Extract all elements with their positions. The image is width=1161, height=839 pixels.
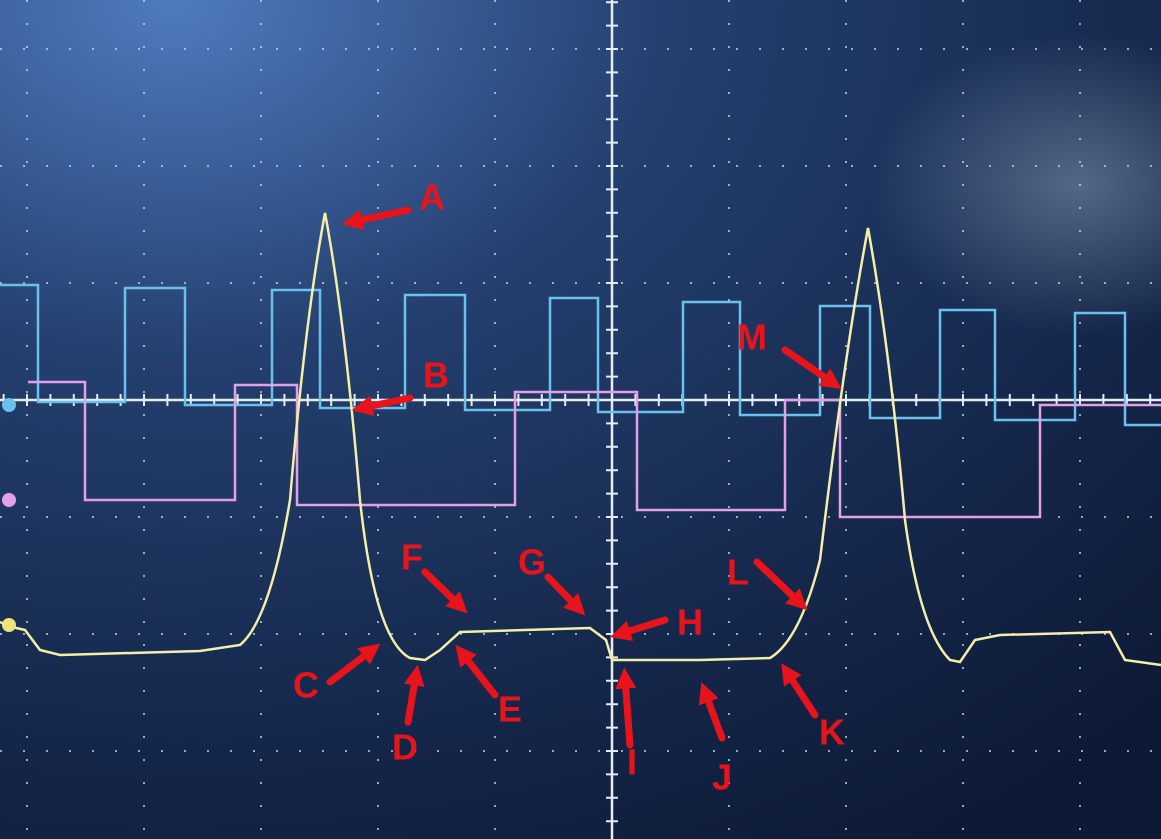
- annotation-label: B: [423, 355, 449, 396]
- annotation-label: E: [498, 689, 522, 730]
- annotation-label: L: [727, 552, 749, 593]
- annotation-label: G: [518, 542, 546, 583]
- channel-marker-pink: [2, 493, 16, 507]
- channel-marker-blue: [2, 398, 16, 412]
- annotation-label: M: [737, 317, 767, 358]
- annotation-label: H: [677, 602, 703, 643]
- annotation-label: D: [392, 727, 418, 768]
- annotation-label: I: [627, 742, 637, 783]
- annotation-label: F: [401, 537, 423, 578]
- arrow: [625, 678, 630, 745]
- channel-marker-yellow: [2, 618, 16, 632]
- annotation-label: A: [419, 177, 445, 218]
- annotation-label: C: [293, 665, 319, 706]
- oscilloscope-photo: A B C D E F G H I J K L M: [0, 0, 1161, 839]
- annotation-label: J: [712, 757, 732, 798]
- screen-glare: [0, 0, 1161, 839]
- annotation-label: K: [819, 712, 845, 753]
